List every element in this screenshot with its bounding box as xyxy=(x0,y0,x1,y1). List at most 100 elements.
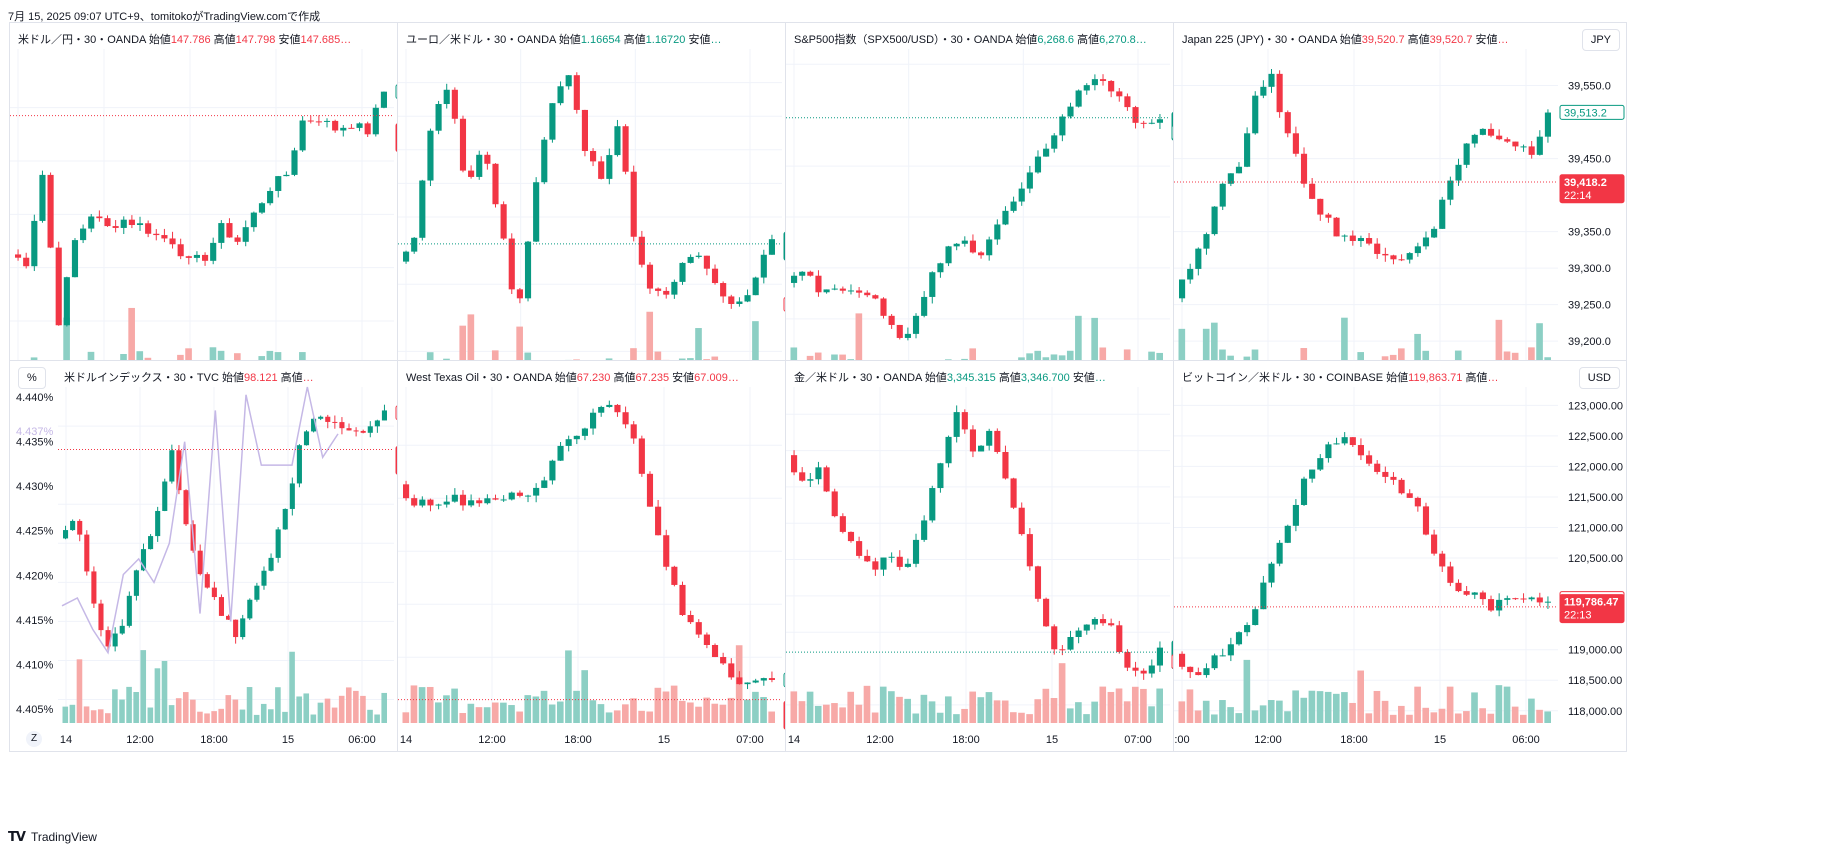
candle-body xyxy=(1124,652,1131,668)
volume-bar xyxy=(1099,686,1107,723)
candle-body xyxy=(63,530,69,539)
candle-body xyxy=(240,618,246,638)
volume-bar xyxy=(1091,701,1098,723)
candle-body xyxy=(557,445,564,461)
candle-body xyxy=(663,535,670,567)
volume-bar xyxy=(268,709,274,723)
candle-body xyxy=(516,289,523,299)
chart-panel[interactable]: 6,280.06,260.06,250.06,240.06,230.06,220… xyxy=(785,22,1239,414)
chart-svg[interactable]: 147.800147.600147.400147.200147.000146.8… xyxy=(10,23,464,415)
candle-body xyxy=(1325,444,1332,459)
volume-bar xyxy=(1389,714,1397,723)
currency-button[interactable]: JPY xyxy=(1581,29,1620,51)
candle-body xyxy=(590,412,597,429)
currency-button[interactable]: USD xyxy=(1578,367,1620,389)
volume-bar xyxy=(871,712,879,723)
left-price-label: 4.437% xyxy=(16,426,54,438)
chart-panel[interactable]: 147.800147.600147.400147.200147.000146.8… xyxy=(9,22,463,414)
candle-body xyxy=(508,238,515,290)
chart-svg[interactable]: 123,000.00 122,500.00 122,000.00 121,500.00… xyxy=(1174,361,1628,753)
candle-body xyxy=(332,120,339,131)
symbol-legend[interactable]: Japan 225 (JPY)・30・OANDA 始値39,520.7 高値39… xyxy=(1182,34,1509,46)
candle-body xyxy=(1463,591,1470,595)
volume-bar xyxy=(140,650,147,723)
candle-body xyxy=(622,126,629,172)
symbol-legend[interactable]: S&P500指数（SPX500/USD）・30・OANDA 始値6,268.6 … xyxy=(794,34,1147,46)
chart-panel[interactable]: 69.50069.00068.50068.00067.5001412:0018:… xyxy=(397,360,851,752)
candle-body xyxy=(671,281,678,295)
volume-bar xyxy=(1503,686,1511,723)
candle-body xyxy=(614,404,621,413)
candle-body xyxy=(1349,437,1356,446)
candle-body xyxy=(1059,116,1066,136)
symbol-legend[interactable]: 米ドルインデックス・30・TVC 始値98.121 高値… xyxy=(64,372,314,384)
x-tick-label: 07:00 xyxy=(736,734,764,746)
candle-body xyxy=(565,75,572,87)
candle-body xyxy=(177,244,184,257)
candle-body xyxy=(411,498,418,506)
volume-bar xyxy=(1131,686,1139,723)
candle-body xyxy=(880,557,887,570)
volume-bar xyxy=(303,693,310,723)
volume-bar xyxy=(1186,689,1194,723)
candle-body xyxy=(1439,553,1446,567)
symbol-legend[interactable]: West Texas Oil・30・OANDA 始値67.230 高値67.23… xyxy=(406,372,739,384)
volume-bar xyxy=(1178,328,1186,385)
candle-body xyxy=(126,595,132,626)
candle-body xyxy=(687,615,694,623)
candle-body xyxy=(847,290,855,292)
zoom-button[interactable]: Z xyxy=(26,731,42,747)
volume-bar xyxy=(105,713,111,723)
chart-svg[interactable]: 3,372.0003,368.0003,364.0003,360.0003,35… xyxy=(786,361,1240,753)
volume-bar xyxy=(540,690,548,723)
volume-bar xyxy=(985,692,993,723)
chart-svg[interactable]: 39,550.0 39,450.0 39,350.0 39,300.0 39,250.0… xyxy=(1174,23,1628,415)
candle-body xyxy=(856,290,863,293)
candle-body xyxy=(736,301,743,304)
candle-body xyxy=(162,481,168,511)
candle-body xyxy=(533,487,540,496)
volume-bar xyxy=(969,691,976,723)
candle-body xyxy=(549,460,556,481)
chart-panel[interactable]: 123,000.00 122,500.00 122,000.00 121,500.00… xyxy=(1173,360,1627,752)
chart-panel[interactable]: 3,372.0003,368.0003,364.0003,360.0003,35… xyxy=(785,360,1239,752)
price-label-value: 119,786.47 xyxy=(1564,597,1618,609)
chart-svg[interactable]: 98.10098.00097.95097.90097.85097.80097.7… xyxy=(10,361,464,753)
chart-svg[interactable]: 1.169501.169001.168501.168001.167501.166… xyxy=(398,23,852,415)
volume-bar xyxy=(260,703,267,723)
symbol-legend[interactable]: 米ドル／円・30・OANDA 始値147.786 高値147.798 安値147… xyxy=(18,34,352,46)
chart-panel[interactable]: 1.169501.169001.168501.168001.167501.166… xyxy=(397,22,851,414)
volume-bar xyxy=(1454,713,1462,723)
candle-body xyxy=(1422,506,1430,535)
x-tick-label: 14 xyxy=(788,734,800,746)
candle-body xyxy=(630,424,637,439)
candle-body xyxy=(197,550,203,575)
volume-bar xyxy=(128,307,135,385)
candle-body xyxy=(679,262,686,282)
symbol-legend[interactable]: ビットコイン／米ドル・30・COINBASE 始値119,863.71 高値… xyxy=(1182,372,1499,384)
volume-bar xyxy=(630,698,637,723)
volume-bar xyxy=(1398,705,1405,723)
candle-body xyxy=(443,501,450,505)
footer-brand[interactable]: TradingView xyxy=(30,830,97,844)
chart-panel[interactable]: 98.10098.00097.95097.90097.85097.80097.7… xyxy=(9,360,463,752)
candle-body xyxy=(760,254,767,278)
candle-body xyxy=(120,219,127,228)
volume-bar xyxy=(402,712,410,723)
candle-body xyxy=(484,498,491,504)
candle-body xyxy=(1414,497,1421,507)
symbol-legend[interactable]: 金／米ドル・30・OANDA 始値3,345.315 高値3,346.700 安… xyxy=(794,372,1106,384)
candle-body xyxy=(1390,476,1397,480)
left-tick-label: 4.415% xyxy=(16,615,54,627)
chart-svg[interactable]: 69.50069.00068.50068.00067.5001412:0018:… xyxy=(398,361,852,753)
candle-body xyxy=(1455,164,1462,181)
chart-svg[interactable]: 6,280.06,260.06,250.06,240.06,230.06,220… xyxy=(786,23,1240,415)
candle-body xyxy=(864,292,871,296)
symbol-legend[interactable]: ユーロ／米ドル・30・OANDA 始値1.16654 高値1.16720 安値… xyxy=(406,34,722,46)
chart-panel[interactable]: 39,550.0 39,450.0 39,350.0 39,300.0 39,250.0… xyxy=(1173,22,1627,414)
candle-body xyxy=(872,295,879,299)
candle-body xyxy=(311,418,317,432)
percent-button[interactable]: % xyxy=(18,367,46,389)
candle-body xyxy=(427,499,434,506)
volume-bar xyxy=(961,708,968,723)
